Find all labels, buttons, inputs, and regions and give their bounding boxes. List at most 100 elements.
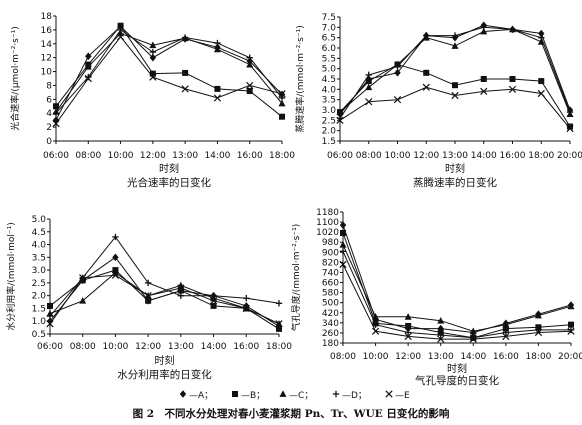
data-point-D bbox=[117, 26, 124, 34]
data-point-B bbox=[182, 69, 189, 76]
series-line-E bbox=[339, 86, 571, 129]
x-tick-label: 20:00 bbox=[558, 352, 582, 362]
data-point-B bbox=[567, 123, 573, 130]
axis-lines bbox=[55, 16, 282, 142]
y-tick-label: 14 bbox=[41, 40, 53, 50]
data-point-D bbox=[339, 248, 347, 255]
y-tick-label: 1180 bbox=[316, 208, 339, 218]
data-point-E bbox=[46, 320, 54, 328]
y-tick-label: 4.0 bbox=[322, 85, 337, 95]
data-point-D bbox=[372, 321, 379, 328]
x-tick-label: 13:00 bbox=[442, 151, 468, 161]
data-point-D bbox=[394, 63, 401, 70]
y-tick-label: 16 bbox=[41, 26, 53, 36]
y-tick-label: 7.5 bbox=[322, 13, 336, 23]
y-tick-label: 2 bbox=[46, 123, 52, 133]
data-point-E bbox=[567, 327, 575, 335]
x-tick-label: 18:00 bbox=[525, 352, 551, 362]
series-line-D bbox=[55, 29, 283, 114]
data-point-E bbox=[209, 297, 218, 305]
series-line-D bbox=[49, 236, 280, 317]
data-point-E bbox=[181, 85, 189, 93]
data-point-D bbox=[177, 292, 185, 299]
data-point-E bbox=[144, 292, 152, 300]
x-tick-label: 10:00 bbox=[385, 151, 411, 161]
x-axis-label: 时刻 bbox=[445, 162, 465, 175]
data-point-E bbox=[278, 90, 286, 98]
y-tick-label: 10 bbox=[41, 68, 53, 78]
data-point-B bbox=[502, 325, 509, 332]
chart-panel-c: 0.5 1.0 1.5 2.0 2.5 3.0 3.5 4.0 4.5 5.0 06:00 08:00… bbox=[5, 215, 292, 381]
data-point-E bbox=[149, 73, 157, 81]
chart-title: 水分利用率的日变化 bbox=[117, 368, 212, 381]
y-tick-label: 420 bbox=[322, 309, 339, 319]
y-tick-label: 980 bbox=[322, 238, 339, 248]
x-tick-label: 13:00 bbox=[428, 352, 454, 362]
data-point-C bbox=[213, 45, 221, 53]
data-point-E bbox=[480, 87, 488, 96]
y-tick-label: 1100 bbox=[316, 218, 339, 228]
data-point-D bbox=[480, 24, 487, 31]
data-point-B bbox=[276, 325, 282, 332]
data-point-E bbox=[534, 328, 543, 337]
data-point-B bbox=[340, 229, 346, 236]
series-line-E bbox=[342, 264, 572, 340]
y-axis-label: 气孔导度/(mmol·m⁻²·s⁻¹) bbox=[290, 224, 302, 332]
series-line-B bbox=[55, 24, 283, 118]
x-tick-label: 12:00 bbox=[140, 151, 166, 161]
y-tick-label: 8 bbox=[46, 81, 52, 91]
data-point-D bbox=[502, 329, 510, 336]
data-point-B bbox=[538, 78, 545, 85]
legend-marker-x bbox=[385, 390, 393, 398]
data-point-C bbox=[365, 83, 373, 91]
chart-title: 蒸腾速率的日变化 bbox=[413, 176, 497, 189]
y-tick-label: 0.5 bbox=[32, 330, 46, 340]
x-tick-label: 14:00 bbox=[471, 151, 497, 161]
data-point-D bbox=[46, 312, 54, 320]
data-point-E bbox=[52, 120, 60, 128]
y-tick-label: 340 bbox=[322, 319, 339, 329]
series-line-A bbox=[55, 25, 283, 121]
data-point-E bbox=[79, 274, 87, 282]
series-E bbox=[339, 260, 575, 343]
x-tick-label: 06:00 bbox=[43, 151, 69, 161]
y-axis-label: 光合速率/(μmol·m⁻²·s⁻¹) bbox=[9, 26, 21, 130]
series-E bbox=[336, 83, 574, 133]
x-tick-label: 16:00 bbox=[237, 151, 263, 161]
data-point-C bbox=[567, 302, 575, 310]
series-D bbox=[336, 24, 574, 122]
chart-panel-d: 1802603404205005806607408209009801020110… bbox=[290, 208, 582, 387]
y-tick-label: 1.5 bbox=[322, 137, 336, 147]
data-point-D bbox=[144, 279, 152, 287]
legend-marker-square bbox=[232, 391, 238, 397]
y-tick-label: 7.0 bbox=[322, 23, 337, 33]
data-point-B bbox=[509, 76, 516, 82]
data-point-D bbox=[404, 329, 412, 336]
data-point-C bbox=[534, 311, 542, 319]
y-tick-label: 6.0 bbox=[322, 44, 337, 54]
data-point-B bbox=[423, 69, 430, 76]
x-tick-label: 14:00 bbox=[204, 151, 230, 161]
x-tick-label: 18:00 bbox=[266, 342, 292, 352]
x-tick-label: 10:00 bbox=[363, 352, 389, 362]
y-tick-label: 3.0 bbox=[322, 106, 337, 116]
y-tick-label: 4.5 bbox=[322, 75, 336, 85]
data-point-C bbox=[480, 27, 488, 35]
data-point-E bbox=[371, 327, 380, 335]
y-tick-label: 5.0 bbox=[32, 215, 47, 225]
data-point-B bbox=[568, 321, 574, 328]
data-point-E bbox=[84, 74, 92, 83]
data-point-D bbox=[566, 108, 574, 116]
figure-caption: 图 2 不同水分处理对春小麦灌浆期 Pn、Tr、WUE 日变化的影响 bbox=[133, 407, 450, 420]
chart-title: 气孔导度的日变化 bbox=[415, 374, 499, 387]
data-point-C bbox=[84, 62, 92, 70]
data-point-C bbox=[372, 313, 380, 320]
data-point-E bbox=[365, 98, 373, 106]
data-point-A bbox=[394, 69, 401, 77]
y-tick-label: 2.0 bbox=[322, 127, 337, 137]
series-C bbox=[339, 241, 575, 335]
y-tick-label: 4.0 bbox=[32, 241, 47, 251]
data-point-E bbox=[422, 83, 430, 91]
y-tick-label: 260 bbox=[322, 329, 339, 339]
y-axis-label: 水分利用率/(mmol·mol⁻¹) bbox=[5, 222, 17, 331]
